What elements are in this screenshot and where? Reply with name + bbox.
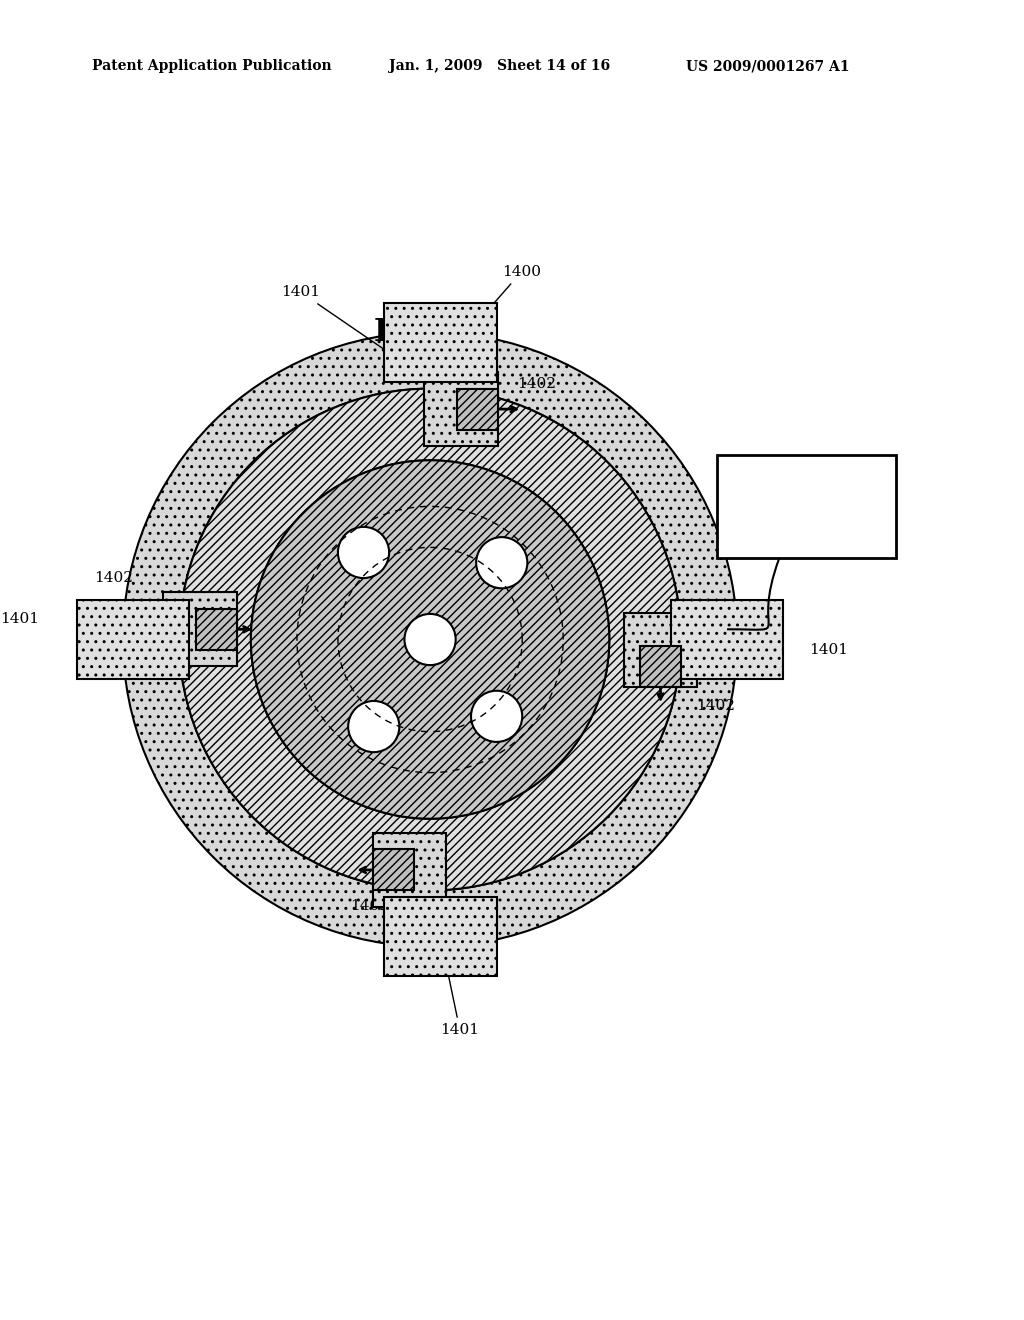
Circle shape [123,333,737,946]
Text: 108: 108 [324,531,352,544]
FancyBboxPatch shape [384,304,497,381]
Text: 1402: 1402 [94,572,133,585]
FancyBboxPatch shape [373,833,446,907]
FancyBboxPatch shape [640,645,681,686]
FancyBboxPatch shape [671,601,783,678]
Text: 1402: 1402 [696,700,735,713]
FancyBboxPatch shape [77,601,189,678]
FancyBboxPatch shape [373,850,414,891]
Text: Jan. 1, 2009   Sheet 14 of 16: Jan. 1, 2009 Sheet 14 of 16 [389,59,610,74]
Circle shape [476,537,527,589]
Circle shape [471,690,522,742]
Text: 1300: 1300 [783,498,829,515]
Text: 1402: 1402 [350,899,389,912]
FancyBboxPatch shape [717,455,896,557]
Text: 1401: 1401 [440,940,479,1036]
Text: 1400: 1400 [453,265,541,351]
Circle shape [251,461,609,818]
Circle shape [179,388,681,891]
Text: 1401: 1401 [0,612,39,626]
FancyBboxPatch shape [424,372,498,446]
Circle shape [251,461,609,818]
Text: 1401: 1401 [809,643,848,657]
FancyBboxPatch shape [384,898,497,975]
Text: 1402: 1402 [517,376,556,391]
Text: FIG.14: FIG.14 [374,317,486,348]
Circle shape [338,527,389,578]
Circle shape [404,614,456,665]
Text: Patent Application Publication: Patent Application Publication [92,59,332,74]
Text: 1401: 1401 [282,285,387,351]
Circle shape [179,388,681,891]
FancyBboxPatch shape [163,593,237,667]
Text: US 2009/0001267 A1: US 2009/0001267 A1 [686,59,850,74]
FancyBboxPatch shape [457,388,498,429]
FancyBboxPatch shape [624,612,697,686]
Circle shape [348,701,399,752]
FancyBboxPatch shape [196,609,237,649]
